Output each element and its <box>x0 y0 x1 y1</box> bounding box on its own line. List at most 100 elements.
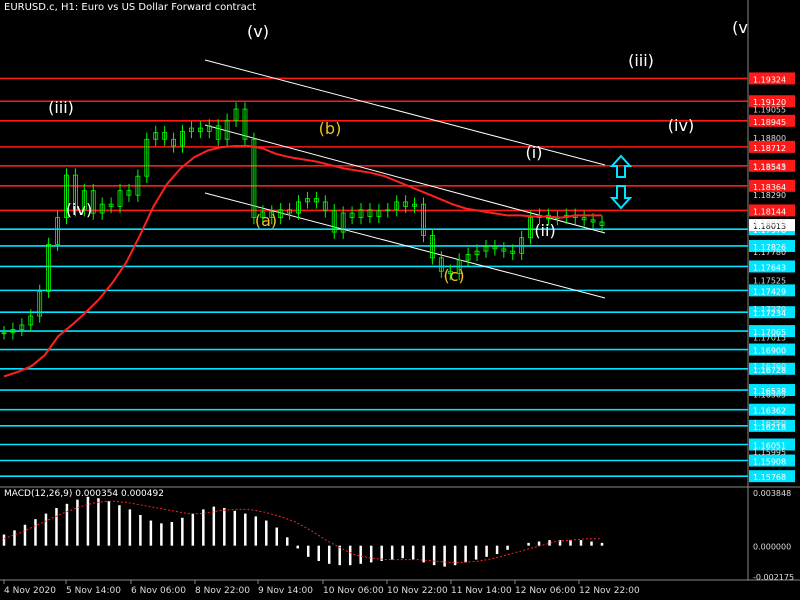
price-body-32 <box>287 209 293 214</box>
price-body-51 <box>456 259 462 274</box>
price-body-20 <box>180 131 185 147</box>
y-tick-1: 1.18800 <box>753 134 786 143</box>
price-body-11 <box>99 203 105 214</box>
price-body-0 <box>1 332 7 335</box>
down-arrow-icon <box>609 185 633 210</box>
y-tick-5: 1.17780 <box>753 248 786 257</box>
resistance-level-0-box <box>749 72 795 85</box>
y-tick-9: 1.16760 <box>753 362 786 371</box>
price-body-4 <box>37 290 43 317</box>
support-level-6-box <box>749 343 795 356</box>
y-tick-0: 1.19055 <box>753 106 786 115</box>
support-level-12-label: 1.15908 <box>753 457 786 466</box>
y-tick-4: 1.18035 <box>753 220 786 229</box>
resistance-level-6-label: 1.18144 <box>753 207 786 216</box>
resistance-level-3-label: 1.18712 <box>753 144 786 153</box>
x-tick-3: 8 Nov 22:00 <box>195 586 250 596</box>
price-body-53 <box>474 250 480 255</box>
macd-y-tick-0: 0.003848 <box>753 489 791 498</box>
support-level-5-box <box>749 325 795 338</box>
support-level-11-label: 1.16051 <box>753 442 786 451</box>
y-tick-12: 1.15995 <box>753 448 786 457</box>
support-level-10-box <box>749 419 795 432</box>
price-body-57 <box>510 250 516 254</box>
y-tick-11: 1.16250 <box>753 419 786 428</box>
y-tick-10: 1.16505 <box>753 391 786 400</box>
price-body-55 <box>492 246 498 250</box>
macd-y-tick-1: 0.000000 <box>753 543 791 552</box>
price-body-26 <box>233 108 239 121</box>
support-level-4-box <box>749 306 795 319</box>
support-level-13-box <box>749 470 795 483</box>
wave-label-iii_right: (iii) <box>628 51 654 70</box>
price-body-13 <box>117 190 123 207</box>
resistance-level-0-label: 1.19324 <box>753 75 786 84</box>
wave-label-ii: (ii) <box>534 221 555 240</box>
price-body-49 <box>438 257 444 272</box>
wave-label-v_top: (v) <box>247 22 269 41</box>
support-level-5-label: 1.17065 <box>753 328 786 337</box>
price-body-18 <box>162 132 168 140</box>
support-level-3-label: 1.17429 <box>753 287 786 296</box>
y-tick-2: 1.18545 <box>753 163 786 172</box>
x-tick-7: 11 Nov 14:00 <box>451 586 512 596</box>
support-level-9-box <box>749 403 795 416</box>
price-body-27 <box>242 108 248 140</box>
current-price-box <box>749 219 795 232</box>
price-body-31 <box>278 209 284 218</box>
price-body-3 <box>28 315 34 326</box>
channel-line-0 <box>204 59 606 166</box>
resistance-level-1-label: 1.19120 <box>753 98 786 107</box>
price-body-39 <box>349 212 355 218</box>
price-body-22 <box>197 127 203 132</box>
support-level-11-box <box>749 438 795 451</box>
support-level-2-box <box>749 260 795 273</box>
price-body-40 <box>358 209 364 218</box>
support-level-9-label: 1.16362 <box>753 407 786 416</box>
support-level-2-label: 1.17643 <box>753 263 786 272</box>
price-body-54 <box>483 246 489 252</box>
wave-label-iv_right: (iv) <box>668 116 694 135</box>
price-body-41 <box>367 209 373 217</box>
support-level-7-label: 1.16728 <box>753 366 786 375</box>
y-tick-6: 1.17525 <box>753 277 786 286</box>
support-level-4-label: 1.17234 <box>753 309 786 318</box>
price-body-59 <box>528 217 533 239</box>
support-level-8-box <box>749 384 795 397</box>
wave-label-b: (b) <box>319 119 342 138</box>
price-body-24 <box>215 125 221 140</box>
price-body-8 <box>73 174 78 211</box>
support-level-13-label: 1.15768 <box>753 473 786 482</box>
price-body-33 <box>296 201 301 214</box>
price-body-65 <box>581 217 587 221</box>
price-body-48 <box>430 235 435 259</box>
y-tick-3: 1.18290 <box>753 191 786 200</box>
support-level-3-box <box>749 284 795 297</box>
price-body-43 <box>385 209 391 212</box>
price-body-67 <box>599 221 605 226</box>
price-body-29 <box>260 211 266 218</box>
resistance-level-2-label: 1.18945 <box>753 118 786 127</box>
price-body-23 <box>206 125 212 132</box>
price-body-36 <box>322 201 328 212</box>
y-tick-7: 1.17270 <box>753 305 786 314</box>
current-price-label: 1.18013 <box>753 222 786 231</box>
price-body-15 <box>135 175 141 196</box>
support-level-1-box <box>749 239 795 252</box>
wave-label-v_right: (v <box>732 18 748 37</box>
price-body-56 <box>501 248 507 252</box>
x-tick-0: 4 Nov 2020 <box>4 586 56 596</box>
x-tick-5: 10 Nov 06:00 <box>323 586 384 596</box>
x-tick-9: 12 Nov 22:00 <box>579 586 640 596</box>
wave-label-i: (i) <box>526 143 543 162</box>
resistance-level-4-label: 1.18543 <box>753 163 786 172</box>
resistance-level-5-label: 1.18364 <box>753 183 786 192</box>
price-body-30 <box>269 211 275 218</box>
support-level-10-label: 1.16218 <box>753 423 786 432</box>
wave-label-iv_left: (iv) <box>66 200 92 219</box>
price-body-6 <box>55 217 60 245</box>
price-body-12 <box>108 203 114 207</box>
price-body-25 <box>224 119 230 140</box>
price-body-52 <box>465 254 471 261</box>
